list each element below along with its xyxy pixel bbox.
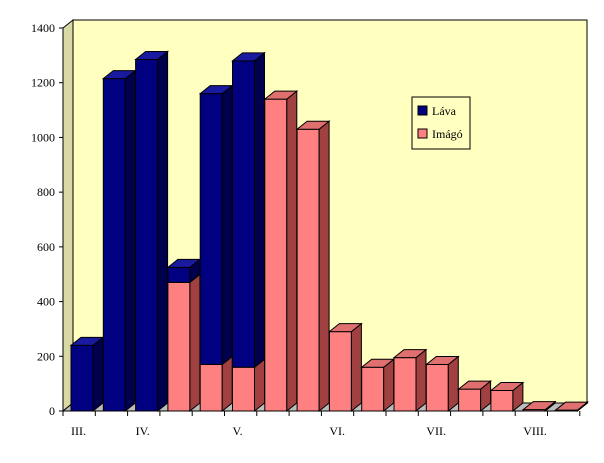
bar-segment-imago bbox=[232, 366, 255, 412]
bar-top-imago bbox=[489, 381, 525, 391]
bar-side-imago bbox=[189, 273, 201, 413]
bar-4 bbox=[166, 258, 202, 413]
bar-side-lava bbox=[157, 50, 169, 413]
y-tick-label: 200 bbox=[37, 349, 55, 363]
x-axis: III. IV. V. VI. VII. VIII. bbox=[62, 410, 581, 438]
bar-side-imago bbox=[254, 358, 265, 413]
bar-top-imago bbox=[327, 323, 363, 333]
bar-top-imago bbox=[424, 355, 460, 365]
bar-13 bbox=[457, 380, 493, 413]
bar-top-imago bbox=[392, 349, 428, 359]
y-tick-label: 1000 bbox=[31, 130, 55, 144]
bar-top-imago bbox=[295, 120, 331, 130]
x-tick-label: V. bbox=[233, 424, 243, 438]
bar-top-imago bbox=[263, 90, 299, 100]
bar-segment-imago bbox=[393, 357, 417, 412]
bar-10 bbox=[360, 358, 396, 413]
bar-14 bbox=[489, 381, 525, 413]
bar-12 bbox=[424, 355, 460, 413]
bar-6 bbox=[231, 51, 266, 413]
bar-segment-imago bbox=[458, 388, 482, 412]
legend-label-lava: Láva bbox=[432, 104, 457, 118]
bar-side-lava bbox=[124, 69, 136, 413]
bar-segment-imago bbox=[328, 331, 352, 412]
bar-segment-lava bbox=[102, 78, 126, 412]
bar-side-lava bbox=[254, 51, 265, 369]
y-tick-label: 1400 bbox=[31, 21, 55, 35]
bar-5 bbox=[198, 84, 234, 413]
bar-3 bbox=[134, 50, 170, 413]
bar-segment-imago bbox=[167, 281, 191, 412]
legend-swatch-imago bbox=[417, 128, 428, 139]
bar-8 bbox=[295, 120, 331, 413]
bar-side-imago bbox=[415, 348, 427, 413]
y-axis: 0 200 400 600 800 1000 1200 1400 bbox=[31, 21, 64, 418]
bar-segment-imago bbox=[296, 128, 320, 412]
bar-2 bbox=[101, 69, 137, 413]
bar-side-imago bbox=[286, 90, 298, 413]
y-tick-label: 600 bbox=[37, 240, 55, 254]
bar-side-imago bbox=[447, 355, 459, 413]
y-tick-label: 0 bbox=[49, 404, 55, 418]
bar-segment-imago bbox=[490, 389, 514, 412]
bar-segment-lava bbox=[70, 344, 94, 412]
bar-segment-lava bbox=[167, 266, 191, 283]
bar-segment-imago bbox=[425, 363, 449, 412]
bar-top-lava bbox=[231, 52, 266, 62]
x-tick-label: VIII. bbox=[523, 424, 547, 438]
bar-side-imago bbox=[383, 358, 395, 413]
bar-segment-imago bbox=[361, 366, 385, 412]
bar-top-imago bbox=[554, 401, 589, 411]
bar-segment-lava bbox=[199, 93, 223, 365]
y-tick-label: 800 bbox=[37, 185, 55, 199]
bar-top-lava bbox=[134, 50, 170, 60]
bar-segment-lava bbox=[135, 58, 159, 412]
bar-11 bbox=[392, 348, 428, 413]
bar-top-imago bbox=[521, 401, 557, 411]
legend-label-imago: Imágó bbox=[432, 127, 463, 141]
bar-7 bbox=[263, 90, 299, 413]
bar-segment-lava bbox=[232, 60, 255, 368]
x-tick-label: VI. bbox=[329, 424, 345, 438]
bar-segment-imago bbox=[199, 363, 223, 412]
bar-side-lava bbox=[92, 336, 104, 413]
legend-swatch-lava bbox=[417, 105, 428, 116]
legend: Láva Imágó bbox=[411, 96, 471, 150]
y-tick-label: 400 bbox=[37, 295, 55, 309]
bar-1 bbox=[69, 336, 105, 413]
bars-group bbox=[69, 50, 589, 413]
bar-side-imago bbox=[221, 355, 233, 413]
y-tick-label: 1200 bbox=[31, 76, 55, 90]
bar-side-imago bbox=[350, 322, 362, 413]
bar-9 bbox=[327, 322, 363, 413]
x-tick-label: VII. bbox=[426, 424, 446, 438]
x-tick-label: III. bbox=[71, 424, 86, 438]
bar-top-imago bbox=[457, 380, 493, 390]
bar-segment-imago bbox=[264, 98, 288, 412]
bar-side-lava bbox=[221, 84, 233, 366]
x-tick-label: IV. bbox=[136, 424, 150, 438]
bar-side-imago bbox=[318, 120, 330, 413]
